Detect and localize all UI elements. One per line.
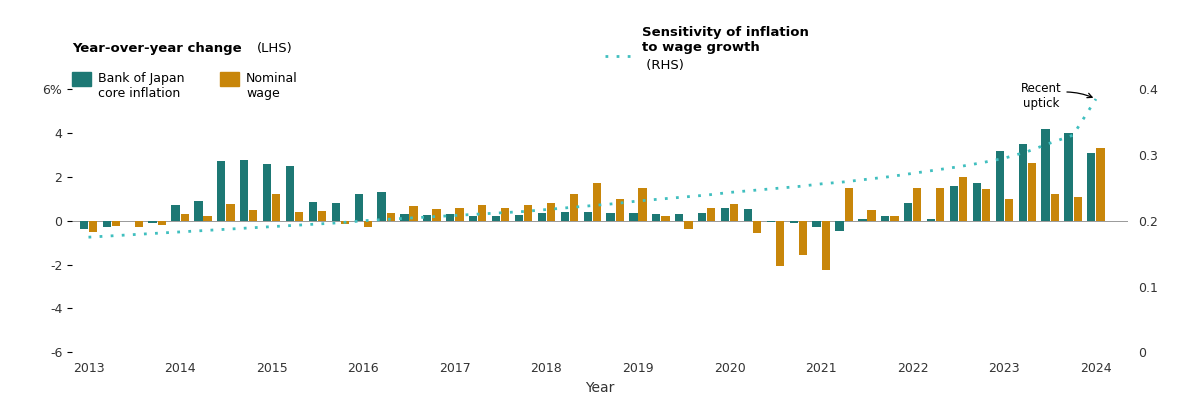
- Bar: [538, 213, 546, 221]
- Bar: [950, 185, 958, 221]
- Bar: [478, 205, 486, 221]
- Bar: [776, 221, 784, 266]
- Bar: [707, 207, 715, 221]
- Bar: [341, 221, 349, 224]
- Bar: [982, 189, 990, 221]
- Bar: [799, 221, 806, 255]
- Text: Bank of Japan
core inflation: Bank of Japan core inflation: [98, 72, 185, 100]
- Bar: [1042, 129, 1050, 221]
- Bar: [653, 214, 660, 221]
- Bar: [547, 203, 556, 221]
- Text: (LHS): (LHS): [257, 42, 293, 55]
- Bar: [1027, 162, 1036, 221]
- Bar: [180, 214, 188, 221]
- Bar: [661, 216, 670, 221]
- Bar: [250, 210, 258, 221]
- Bar: [1051, 194, 1058, 221]
- Bar: [89, 221, 97, 232]
- Bar: [515, 215, 523, 221]
- Bar: [904, 203, 912, 221]
- Bar: [676, 214, 683, 221]
- Bar: [1004, 199, 1013, 221]
- Bar: [432, 209, 440, 221]
- Bar: [835, 221, 844, 230]
- Bar: [730, 204, 738, 221]
- Bar: [638, 188, 647, 221]
- Bar: [157, 221, 166, 225]
- Bar: [112, 221, 120, 226]
- Bar: [295, 212, 304, 221]
- Bar: [881, 216, 889, 221]
- Bar: [936, 188, 944, 221]
- Bar: [331, 203, 340, 221]
- Text: Recent
uptick: Recent uptick: [1021, 82, 1092, 110]
- Bar: [684, 221, 692, 230]
- Bar: [227, 204, 234, 221]
- Bar: [378, 192, 385, 221]
- Bar: [744, 209, 752, 221]
- Bar: [401, 214, 408, 221]
- Bar: [560, 212, 569, 221]
- Text: Year-over-year change: Year-over-year change: [72, 42, 246, 55]
- Bar: [194, 201, 203, 221]
- Bar: [409, 207, 418, 221]
- Bar: [606, 213, 614, 221]
- Bar: [1019, 144, 1027, 221]
- Bar: [446, 214, 455, 221]
- Bar: [767, 221, 775, 222]
- X-axis label: Year: Year: [586, 381, 614, 394]
- Bar: [318, 211, 326, 221]
- Text: (RHS): (RHS): [642, 59, 684, 72]
- Bar: [424, 215, 432, 221]
- Bar: [996, 151, 1004, 221]
- Bar: [469, 216, 478, 221]
- Bar: [790, 221, 798, 223]
- Bar: [492, 216, 500, 221]
- Bar: [263, 164, 271, 221]
- Bar: [926, 219, 935, 221]
- FancyBboxPatch shape: [72, 72, 91, 86]
- Bar: [524, 205, 533, 221]
- Bar: [1064, 133, 1073, 221]
- Text: Nominal
wage: Nominal wage: [246, 72, 298, 100]
- Bar: [973, 183, 982, 221]
- Bar: [204, 216, 211, 221]
- Bar: [812, 221, 821, 227]
- Bar: [959, 177, 967, 221]
- Bar: [134, 221, 143, 227]
- Bar: [913, 188, 922, 221]
- Text: Sensitivity of inflation
to wage growth: Sensitivity of inflation to wage growth: [642, 26, 809, 53]
- Bar: [629, 213, 637, 221]
- Bar: [502, 207, 509, 221]
- Bar: [272, 194, 281, 221]
- Bar: [845, 188, 853, 221]
- Bar: [1074, 196, 1081, 221]
- Bar: [149, 221, 157, 223]
- Bar: [721, 207, 730, 221]
- Bar: [583, 212, 592, 221]
- Bar: [1097, 148, 1105, 221]
- Bar: [172, 205, 180, 221]
- Bar: [286, 166, 294, 221]
- Bar: [1087, 153, 1096, 221]
- Bar: [858, 219, 866, 221]
- Bar: [593, 183, 601, 221]
- Bar: [890, 216, 899, 221]
- Bar: [822, 221, 830, 270]
- Bar: [308, 202, 317, 221]
- Bar: [868, 210, 876, 221]
- Bar: [240, 160, 248, 221]
- Bar: [217, 162, 226, 221]
- Bar: [364, 221, 372, 227]
- Bar: [354, 194, 362, 221]
- Bar: [386, 213, 395, 221]
- Bar: [752, 221, 761, 233]
- Bar: [570, 194, 578, 221]
- Bar: [79, 221, 88, 230]
- FancyBboxPatch shape: [220, 72, 239, 86]
- Bar: [616, 199, 624, 221]
- Bar: [698, 213, 707, 221]
- Bar: [103, 221, 110, 227]
- Bar: [455, 207, 463, 221]
